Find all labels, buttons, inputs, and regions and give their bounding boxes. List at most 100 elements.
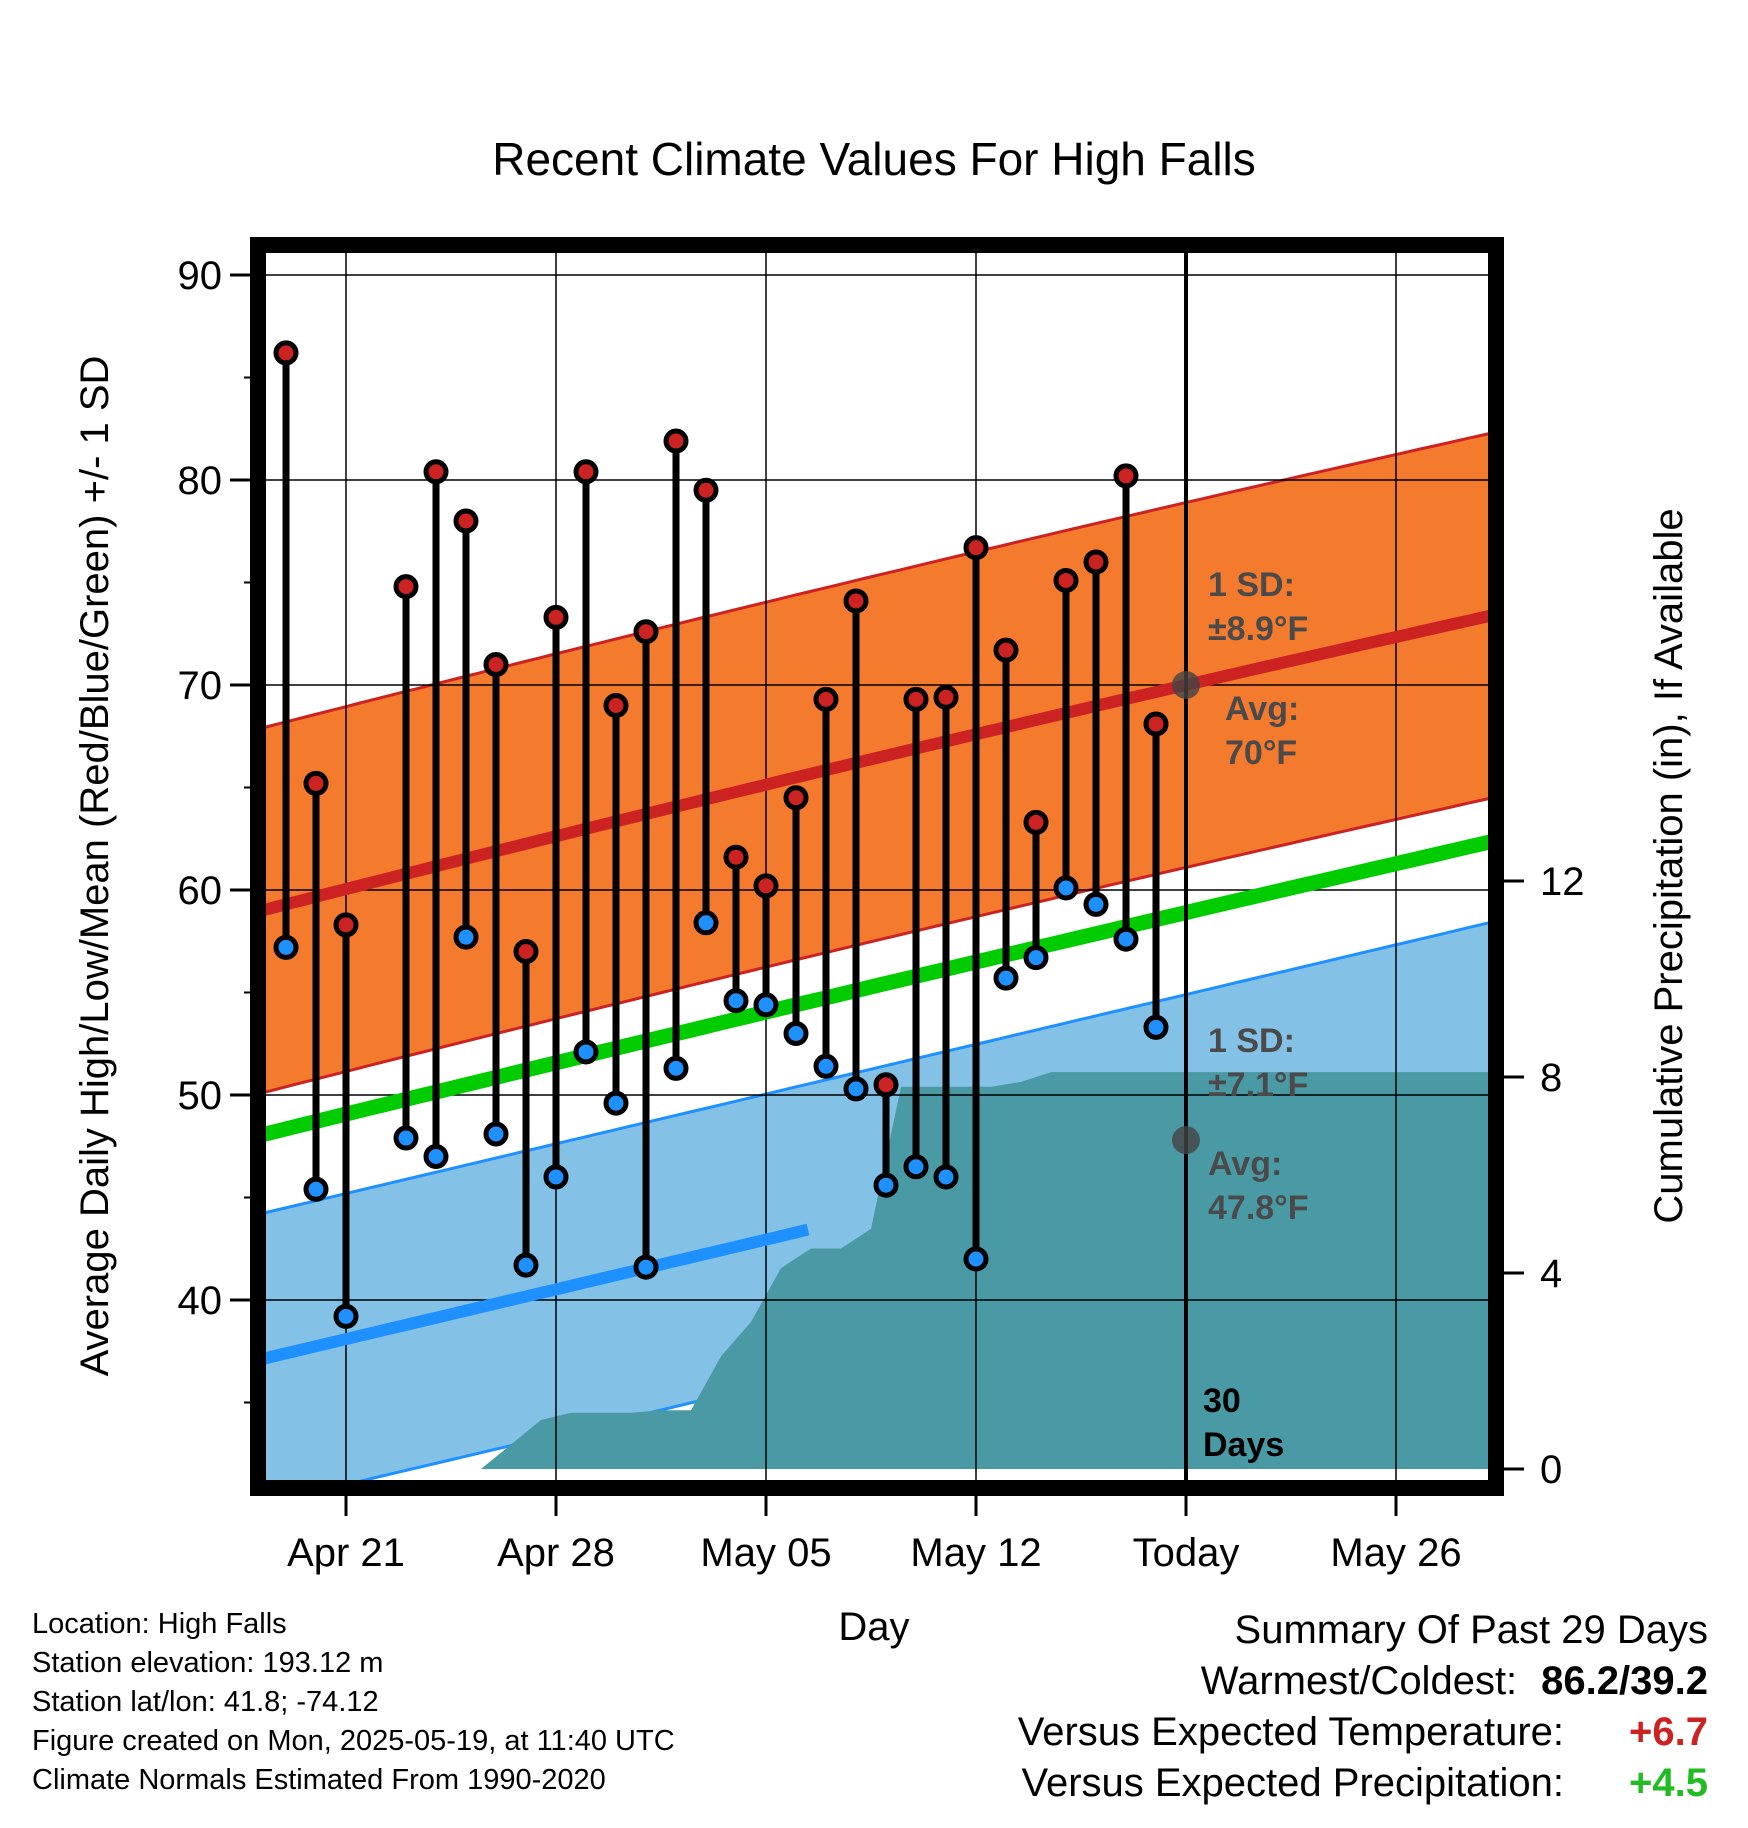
high-point	[843, 588, 869, 614]
low-avg-label: Avg:	[1208, 1145, 1282, 1183]
x-tick-label: May 12	[910, 1531, 1041, 1575]
high-point	[573, 459, 599, 485]
plot-area	[258, 245, 1496, 1488]
high-point	[993, 637, 1019, 663]
summary-title: Summary Of Past 29 Days	[1234, 1608, 1708, 1652]
low-point	[273, 934, 299, 960]
x-tick-label: Apr 21	[287, 1531, 405, 1575]
precip-fill	[466, 1072, 1496, 1469]
y-axis-left: 40 50 60 70 80 90	[178, 254, 258, 1404]
high-point	[273, 340, 299, 366]
low-point	[393, 1125, 419, 1151]
normal-low-line	[258, 1223, 810, 1367]
low-point	[483, 1121, 509, 1147]
high-point	[543, 604, 569, 630]
days-label: Days	[1203, 1426, 1284, 1464]
warm-cold-value: 86.2/39.2	[1541, 1659, 1708, 1703]
y-axis-right: 0 4 8 12	[1496, 860, 1585, 1492]
summary-panel: Summary Of Past 29 Days Warmest/Coldest:…	[1018, 1605, 1708, 1809]
low-point	[933, 1164, 959, 1190]
high-point	[423, 459, 449, 485]
y2-tick-label: 0	[1540, 1448, 1562, 1492]
high-point	[333, 912, 359, 938]
x-tick-label: May 26	[1330, 1531, 1461, 1575]
low-point	[543, 1164, 569, 1190]
low-point	[603, 1090, 629, 1116]
y-tick-label: 40	[178, 1279, 223, 1323]
high-point	[453, 508, 479, 534]
high-point	[813, 686, 839, 712]
location-text: Location: High Falls	[32, 1608, 287, 1640]
y-axis-left-label: Average Daily High/Low/Mean (Red/Blue/Gr…	[73, 356, 117, 1377]
high-point	[963, 535, 989, 561]
low-point	[843, 1076, 869, 1102]
low-point	[903, 1154, 929, 1180]
precip-value: +4.5	[1629, 1761, 1708, 1805]
precip-area	[466, 1072, 1496, 1469]
high-point	[1023, 809, 1049, 835]
y2-tick-label: 12	[1540, 860, 1585, 904]
warm-cold-label: Warmest/Coldest:	[1200, 1659, 1518, 1703]
low-point	[723, 988, 749, 1014]
high-point	[873, 1072, 899, 1098]
high-sd-label: 1 SD:	[1208, 566, 1295, 604]
low-point	[1143, 1014, 1169, 1040]
low-point	[963, 1246, 989, 1272]
created-text: Figure created on Mon, 2025-05-19, at 11…	[32, 1725, 675, 1757]
high-point	[723, 844, 749, 870]
high-point	[513, 939, 539, 964]
normal-high-today-marker	[1172, 671, 1200, 699]
temp-value: +6.7	[1629, 1710, 1708, 1754]
y2-tick-label: 8	[1540, 1056, 1562, 1100]
y-tick-label: 50	[178, 1074, 223, 1118]
low-point	[333, 1303, 359, 1329]
low-avg-value: 47.8°F	[1208, 1189, 1309, 1227]
high-avg-value: 70°F	[1225, 734, 1297, 772]
low-sd-label: 1 SD:	[1208, 1022, 1295, 1060]
high-point	[783, 785, 809, 811]
precip-label: Versus Expected Precipitation:	[1021, 1761, 1564, 1805]
high-point	[303, 770, 329, 796]
days-count: 30	[1203, 1382, 1241, 1420]
high-point	[1143, 711, 1169, 737]
normals-text: Climate Normals Estimated From 1990-2020	[32, 1764, 606, 1796]
latlon-text: Station lat/lon: 41.8; -74.12	[32, 1686, 379, 1718]
low-point	[303, 1176, 329, 1202]
temp-row: Versus Expected Temperature: +6.7	[1018, 1707, 1708, 1758]
low-point	[873, 1172, 899, 1198]
y2-tick-label: 4	[1540, 1252, 1562, 1296]
low-point	[453, 924, 479, 950]
low-point	[753, 992, 779, 1018]
low-point	[813, 1053, 839, 1079]
high-point	[393, 574, 419, 600]
annotations: 1 SD: ±8.9°F Avg: 70°F 1 SD: ±7.1°F Avg:…	[1172, 566, 1309, 1464]
high-point	[1053, 567, 1079, 593]
high-point	[933, 684, 959, 710]
high-point	[603, 693, 629, 718]
gridlines	[258, 245, 1496, 1488]
low-point	[783, 1021, 809, 1046]
low-point	[423, 1144, 449, 1169]
high-point	[1083, 549, 1109, 575]
daily-range-bars	[273, 340, 1169, 1329]
x-tick-label: Apr 28	[497, 1531, 615, 1575]
y-tick-label: 90	[178, 254, 223, 298]
normal-mean-line	[258, 832, 1496, 1144]
low-point	[663, 1055, 689, 1081]
y-tick-label: 70	[178, 664, 223, 708]
y-axis-right-label: Cumulative Precipitation (in), If Availa…	[1647, 508, 1691, 1223]
station-info: Location: High Falls Station elevation: …	[32, 1605, 675, 1800]
low-point	[1083, 891, 1109, 917]
high-sd-value: ±8.9°F	[1208, 610, 1308, 648]
precip-row: Versus Expected Precipitation: +4.5	[1018, 1758, 1708, 1809]
high-point	[1113, 463, 1139, 489]
y-tick-label: 60	[178, 869, 223, 913]
high-point	[663, 428, 689, 454]
warm-cold-row: Warmest/Coldest: 86.2/39.2	[1018, 1656, 1708, 1707]
high-avg-label: Avg:	[1225, 690, 1299, 728]
plot-frame	[250, 237, 1504, 1496]
y-tick-label: 80	[178, 459, 223, 503]
low-point	[633, 1254, 659, 1280]
x-axis-label: Day	[838, 1605, 909, 1649]
